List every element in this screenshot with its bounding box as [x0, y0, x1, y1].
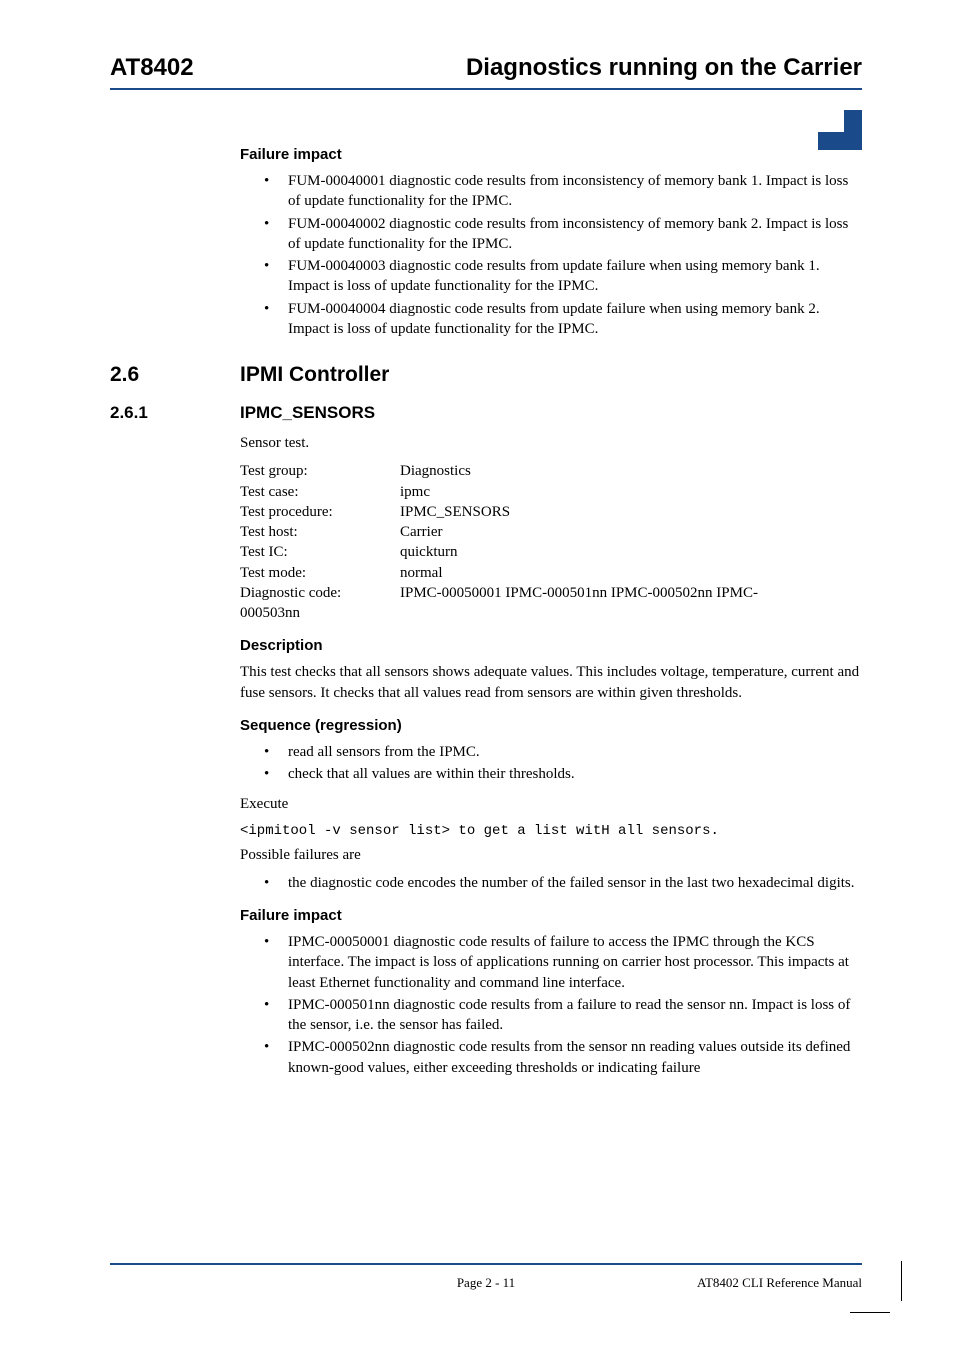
list-item: the diagnostic code encodes the number o… — [264, 873, 862, 893]
failure-impact-heading-2: Failure impact — [240, 907, 862, 924]
failure-impact-heading-1: Failure impact — [240, 146, 862, 163]
sequence-heading: Sequence (regression) — [240, 717, 862, 734]
test-properties: Test group: Diagnostics Test case: ipmc … — [240, 461, 862, 623]
kv-value: Diagnostics — [400, 461, 471, 481]
list-item: IPMC-000501nn diagnostic code results fr… — [264, 995, 862, 1036]
possible-failures-list: the diagnostic code encodes the number o… — [240, 873, 862, 893]
kv-row: Test case: ipmc — [240, 482, 862, 502]
description-text: This test checks that all sensors shows … — [240, 662, 862, 703]
page-header: AT8402 Diagnostics running on the Carrie… — [110, 54, 862, 90]
failure-impact-list-2: IPMC-00050001 diagnostic code results of… — [240, 932, 862, 1078]
list-item: FUM-00040004 diagnostic code results fro… — [264, 299, 862, 340]
execute-label: Execute — [240, 794, 862, 814]
subsection-intro: Sensor test. — [240, 433, 862, 453]
kv-label: Test mode: — [240, 563, 400, 583]
possible-failures-label: Possible failures are — [240, 845, 862, 865]
execute-command: <ipmitool -v sensor list> to get a list … — [240, 823, 862, 839]
list-item: read all sensors from the IPMC. — [264, 742, 862, 762]
kv-row: Test procedure: IPMC_SENSORS — [240, 502, 862, 522]
header-product: AT8402 — [110, 54, 194, 82]
kv-row: Test host: Carrier — [240, 522, 862, 542]
section-number: 2.6 — [110, 363, 240, 387]
section-header: 2.6 IPMI Controller — [110, 363, 862, 387]
sequence-list: read all sensors from the IPMC. check th… — [240, 742, 862, 785]
kv-value: ipmc — [400, 482, 430, 502]
kv-row: Test IC: quickturn — [240, 542, 862, 562]
kv-label: Test procedure: — [240, 502, 400, 522]
corner-accent — [818, 110, 862, 150]
kv-value: normal — [400, 563, 443, 583]
kv-diag-cont: 000503nn — [240, 603, 862, 623]
footer-page-number: Page 2 - 11 — [457, 1275, 515, 1291]
list-item: check that all values are within their t… — [264, 764, 862, 784]
kv-value: IPMC_SENSORS — [400, 502, 510, 522]
kv-row: Test group: Diagnostics — [240, 461, 862, 481]
list-item: IPMC-00050001 diagnostic code results of… — [264, 932, 862, 993]
list-item: FUM-00040001 diagnostic code results fro… — [264, 171, 862, 212]
kv-label: Diagnostic code: — [240, 583, 400, 603]
list-item: FUM-00040002 diagnostic code results fro… — [264, 214, 862, 255]
list-item: FUM-00040003 diagnostic code results fro… — [264, 256, 862, 297]
kv-label: Test IC: — [240, 542, 400, 562]
subsection-header: 2.6.1 IPMC_SENSORS — [110, 403, 862, 423]
subsection-number: 2.6.1 — [110, 403, 240, 423]
kv-row-diag: Diagnostic code: IPMC-00050001 IPMC-0005… — [240, 583, 862, 603]
kv-label: Test group: — [240, 461, 400, 481]
kv-value: IPMC-00050001 IPMC-000501nn IPMC-000502n… — [400, 583, 758, 603]
section-title: IPMI Controller — [240, 363, 389, 387]
subsection-title: IPMC_SENSORS — [240, 403, 375, 423]
list-item: IPMC-000502nn diagnostic code results fr… — [264, 1037, 862, 1078]
footer-doc-title: AT8402 CLI Reference Manual — [697, 1275, 862, 1291]
page-footer: Page 2 - 11 AT8402 CLI Reference Manual — [110, 1263, 862, 1291]
kv-value: Carrier — [400, 522, 442, 542]
header-title: Diagnostics running on the Carrier — [466, 54, 862, 82]
kv-label: Test host: — [240, 522, 400, 542]
description-heading: Description — [240, 637, 862, 654]
kv-label: Test case: — [240, 482, 400, 502]
kv-row: Test mode: normal — [240, 563, 862, 583]
kv-value: quickturn — [400, 542, 458, 562]
failure-impact-list-1: FUM-00040001 diagnostic code results fro… — [240, 171, 862, 339]
